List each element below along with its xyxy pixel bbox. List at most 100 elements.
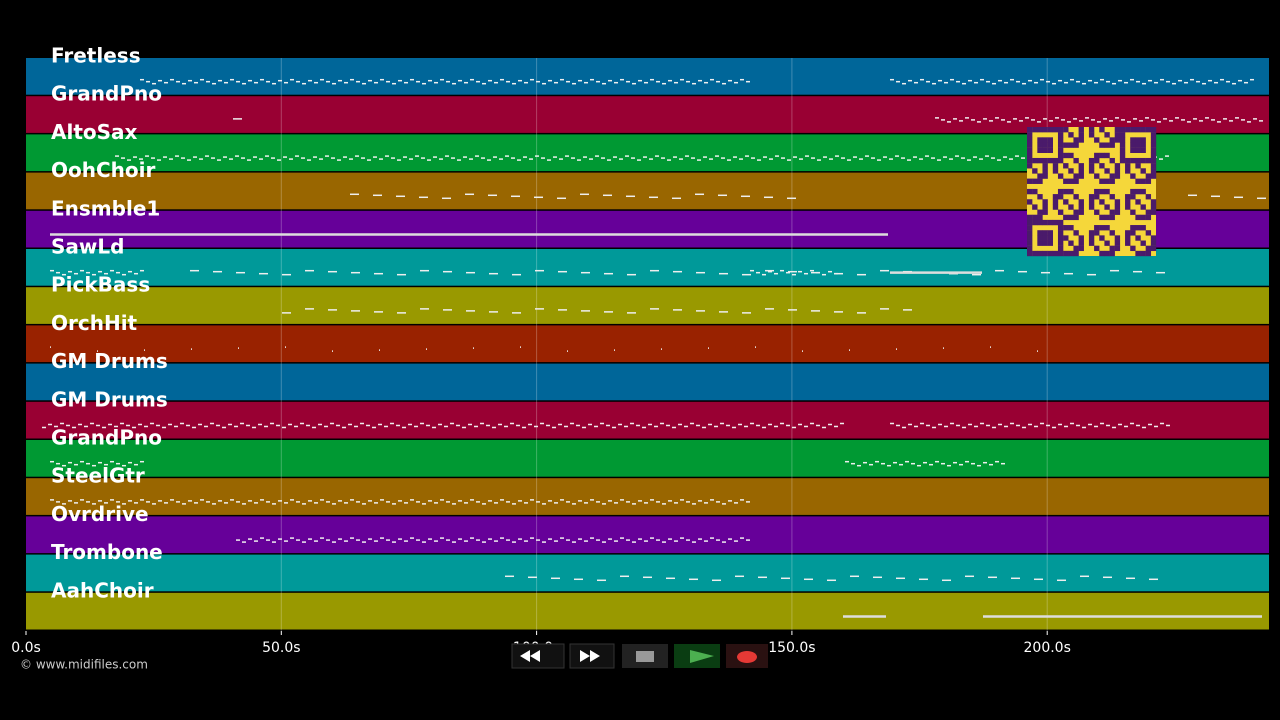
- axis-label: 50.0s: [262, 640, 300, 656]
- qr-module: [1047, 235, 1053, 241]
- qr-module: [1135, 199, 1141, 205]
- qr-module: [1042, 235, 1048, 241]
- qr-module: [1125, 168, 1131, 174]
- qr-module: [1109, 137, 1115, 143]
- qr-module: [1140, 250, 1146, 257]
- qr-module: [1047, 127, 1053, 133]
- qr-module: [1078, 235, 1084, 241]
- qr-module: [1042, 173, 1048, 179]
- qr-module: [1125, 163, 1131, 169]
- qr-module: [1135, 147, 1141, 153]
- qr-module: [1068, 178, 1074, 184]
- qr-module: [1068, 152, 1074, 159]
- qr-module: [1145, 245, 1152, 252]
- qr-module: [1125, 230, 1131, 236]
- qr-module: [1145, 209, 1152, 215]
- qr-code: [1027, 127, 1157, 257]
- stop-icon: [636, 651, 654, 662]
- notes: [42, 78, 1266, 618]
- qr-module: [1037, 214, 1043, 221]
- qr-module: [1125, 199, 1131, 205]
- track-label: SteelGtr: [51, 464, 145, 488]
- qr-module: [1104, 152, 1110, 159]
- qr-module: [1027, 163, 1033, 169]
- qr-module: [1145, 157, 1152, 164]
- track-row: [26, 401, 1269, 439]
- qr-module: [1150, 127, 1157, 133]
- qr-module: [1037, 250, 1043, 257]
- qr-module: [1125, 157, 1131, 164]
- qr-module: [1032, 168, 1038, 174]
- qr-module: [1130, 127, 1136, 133]
- track-label: Trombone: [51, 540, 163, 564]
- qr-module: [1063, 250, 1069, 257]
- qr-module: [1068, 214, 1074, 221]
- track-label: GrandPno: [51, 426, 162, 450]
- qr-module: [1099, 178, 1105, 184]
- qr-module: [1114, 199, 1121, 205]
- qr-module: [1145, 230, 1152, 236]
- qr-module: [1037, 194, 1043, 200]
- qr-module: [1109, 194, 1115, 200]
- qr-module: [1135, 235, 1141, 241]
- track-label: Fretless: [51, 44, 141, 68]
- qr-module: [1057, 173, 1064, 179]
- qr-module: [1063, 127, 1069, 133]
- qr-module: [1145, 194, 1152, 200]
- qr-module: [1145, 214, 1152, 221]
- qr-module: [1073, 250, 1079, 257]
- track-label: Ensmble1: [51, 196, 160, 220]
- qr-module: [1145, 173, 1152, 179]
- qr-module: [1047, 230, 1053, 236]
- qr-module: [1032, 204, 1038, 210]
- qr-module: [1130, 147, 1136, 153]
- qr-module: [1130, 225, 1136, 231]
- qr-module: [1140, 127, 1146, 133]
- track-row: [26, 96, 1269, 133]
- transport-controls: [511, 643, 768, 669]
- qr-module: [1057, 225, 1064, 231]
- qr-module: [1094, 188, 1100, 195]
- qr-module: [1140, 157, 1146, 164]
- track-label: OohChoir: [51, 158, 155, 182]
- qr-module: [1088, 235, 1095, 241]
- qr-module: [1130, 245, 1136, 252]
- qr-module: [1104, 132, 1110, 138]
- track-row: [26, 478, 1269, 515]
- track-label: AahChoir: [51, 578, 154, 602]
- qr-module: [1088, 168, 1095, 174]
- qr-module: [1109, 142, 1115, 148]
- qr-module: [1104, 178, 1110, 184]
- qr-module: [1027, 152, 1033, 159]
- qr-module: [1027, 157, 1033, 164]
- qr-module: [1114, 163, 1121, 169]
- qr-module: [1042, 204, 1048, 210]
- qr-module: [1057, 250, 1064, 257]
- qr-module: [1150, 240, 1157, 246]
- qr-module: [1135, 250, 1141, 257]
- qr-module: [1063, 142, 1069, 148]
- qr-module: [1119, 147, 1126, 153]
- copyright: © www.midifiles.com: [20, 658, 148, 672]
- qr-module: [1047, 142, 1053, 148]
- qr-module: [1140, 240, 1146, 246]
- track-label: OrchHit: [51, 311, 138, 335]
- qr-module: [1109, 209, 1115, 215]
- qr-module: [1073, 209, 1079, 215]
- qr-module: [1099, 152, 1105, 159]
- qr-module: [1094, 245, 1100, 252]
- qr-module: [1057, 188, 1064, 195]
- qr-module: [1109, 214, 1115, 221]
- qr-module: [1037, 137, 1043, 143]
- track-row: [26, 363, 1269, 401]
- qr-module: [1088, 157, 1095, 164]
- qr-module: [1099, 127, 1105, 133]
- qr-module: [1135, 163, 1141, 169]
- qr-module: [1088, 127, 1095, 133]
- qr-module: [1099, 225, 1105, 231]
- qr-module: [1027, 245, 1033, 252]
- qr-module: [1125, 240, 1131, 246]
- qr-module: [1057, 209, 1064, 215]
- qr-module: [1073, 194, 1079, 200]
- qr-module: [1109, 230, 1115, 236]
